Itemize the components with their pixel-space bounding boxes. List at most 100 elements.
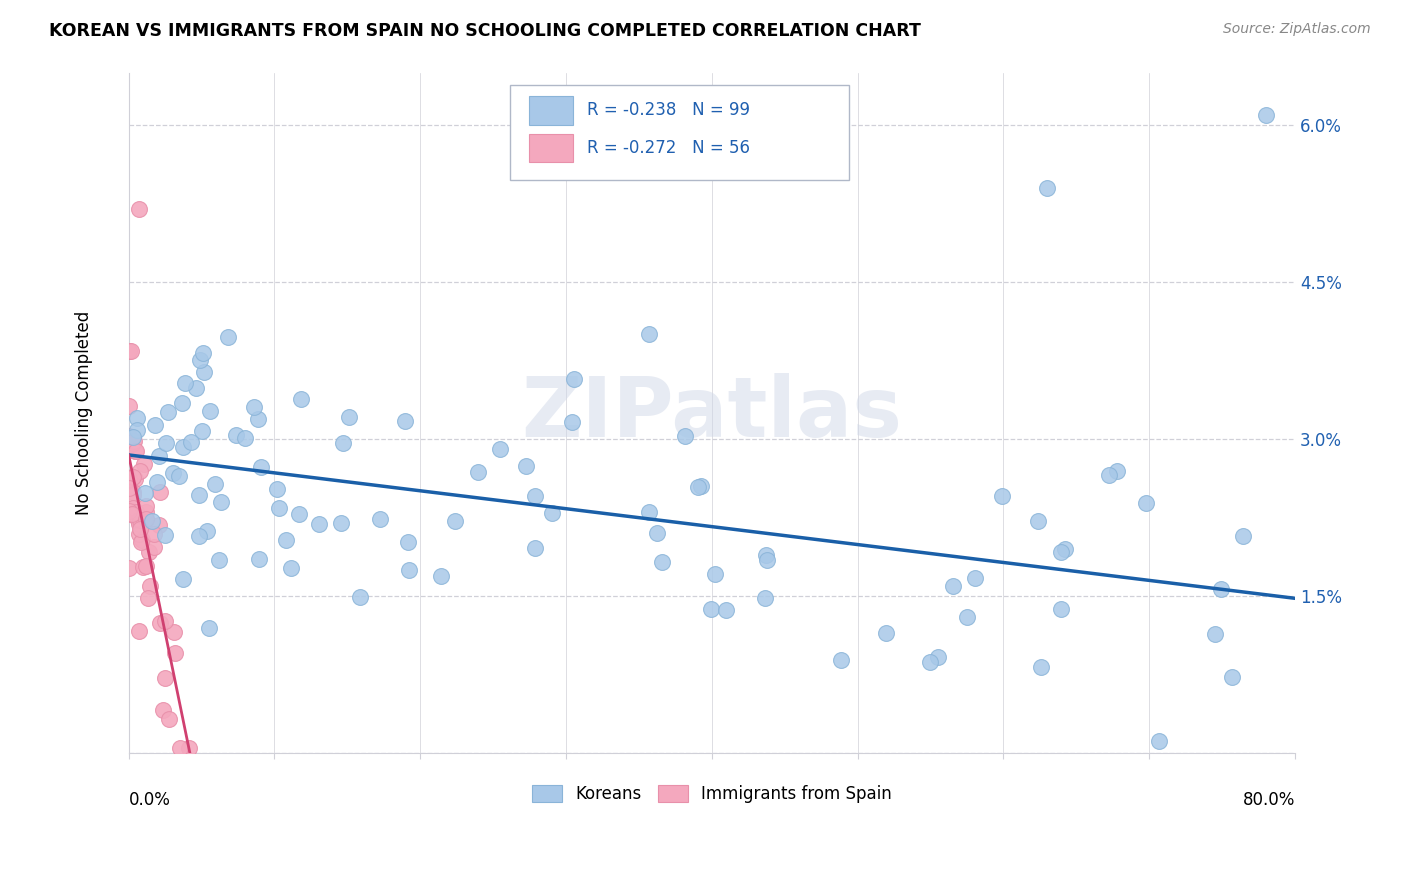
Point	[173, 376, 195, 391]
Point	[148, 616, 170, 631]
Point	[690, 479, 713, 493]
Point	[217, 330, 239, 344]
Point	[128, 624, 150, 638]
Text: Source: ZipAtlas.com: Source: ZipAtlas.com	[1223, 22, 1371, 37]
Point	[209, 494, 232, 508]
Point	[124, 443, 146, 458]
Point	[193, 365, 215, 379]
Legend: Koreans, Immigrants from Spain: Koreans, Immigrants from Spain	[524, 778, 898, 809]
Point	[122, 484, 145, 499]
Text: 0.0%: 0.0%	[129, 790, 170, 808]
Point	[145, 418, 167, 433]
Point	[125, 423, 148, 437]
Point	[163, 625, 186, 640]
Point	[118, 561, 141, 575]
Point	[1232, 529, 1254, 543]
Point	[276, 533, 298, 547]
Point	[332, 436, 354, 450]
Point	[169, 468, 191, 483]
Point	[918, 655, 941, 669]
Point	[124, 472, 146, 486]
Point	[121, 436, 143, 450]
Point	[308, 516, 330, 531]
Point	[170, 395, 193, 409]
Text: 80.0%: 80.0%	[1243, 790, 1295, 808]
Point	[155, 436, 177, 450]
Point	[169, 740, 191, 755]
Point	[638, 327, 661, 342]
Point	[673, 428, 696, 442]
Point	[756, 553, 779, 567]
Point	[141, 515, 163, 529]
Point	[965, 571, 987, 585]
Point	[195, 524, 218, 539]
Point	[122, 430, 145, 444]
Point	[1049, 602, 1071, 616]
Point	[118, 343, 141, 358]
Point	[136, 591, 159, 605]
Point	[329, 516, 352, 530]
Point	[444, 514, 467, 528]
Point	[125, 444, 148, 458]
Point	[120, 344, 142, 359]
Point	[198, 621, 221, 635]
Point	[280, 561, 302, 575]
Point	[128, 202, 150, 216]
Point	[198, 404, 221, 418]
Point	[754, 591, 776, 605]
Point	[131, 535, 153, 549]
Point	[172, 440, 194, 454]
Point	[755, 548, 778, 562]
Point	[162, 466, 184, 480]
Point	[225, 428, 247, 442]
Point	[157, 405, 180, 419]
Point	[398, 563, 420, 577]
Point	[148, 518, 170, 533]
Point	[1254, 108, 1277, 122]
Point	[515, 458, 537, 473]
Point	[122, 500, 145, 515]
Point	[121, 436, 143, 450]
FancyBboxPatch shape	[510, 85, 849, 180]
Bar	[529, 134, 574, 162]
Point	[163, 646, 186, 660]
Point	[184, 380, 207, 394]
Point	[235, 431, 257, 445]
Point	[187, 488, 209, 502]
Point	[651, 555, 673, 569]
Point	[956, 610, 979, 624]
Point	[1054, 541, 1077, 556]
Point	[131, 559, 153, 574]
Point	[122, 488, 145, 502]
Text: KOREAN VS IMMIGRANTS FROM SPAIN NO SCHOOLING COMPLETED CORRELATION CHART: KOREAN VS IMMIGRANTS FROM SPAIN NO SCHOO…	[49, 22, 921, 40]
Point	[118, 481, 141, 495]
Point	[127, 513, 149, 527]
Point	[124, 434, 146, 449]
Point	[152, 703, 174, 717]
Point	[125, 505, 148, 519]
Point	[1147, 734, 1170, 748]
Point	[120, 432, 142, 446]
Point	[645, 526, 668, 541]
Point	[134, 486, 156, 500]
Point	[155, 615, 177, 629]
Point	[561, 415, 583, 429]
Point	[188, 352, 211, 367]
Point	[430, 569, 453, 583]
Point	[129, 464, 152, 478]
Point	[138, 545, 160, 559]
Point	[128, 522, 150, 536]
Text: No Schooling Completed: No Schooling Completed	[76, 311, 93, 516]
Point	[1105, 464, 1128, 478]
Point	[131, 533, 153, 547]
Point	[132, 457, 155, 471]
Point	[267, 500, 290, 515]
Point	[188, 529, 211, 543]
Point	[523, 541, 546, 555]
Point	[1209, 582, 1232, 596]
Point	[149, 484, 172, 499]
Point	[942, 579, 965, 593]
Point	[1029, 659, 1052, 673]
Point	[145, 475, 167, 489]
Point	[135, 505, 157, 519]
